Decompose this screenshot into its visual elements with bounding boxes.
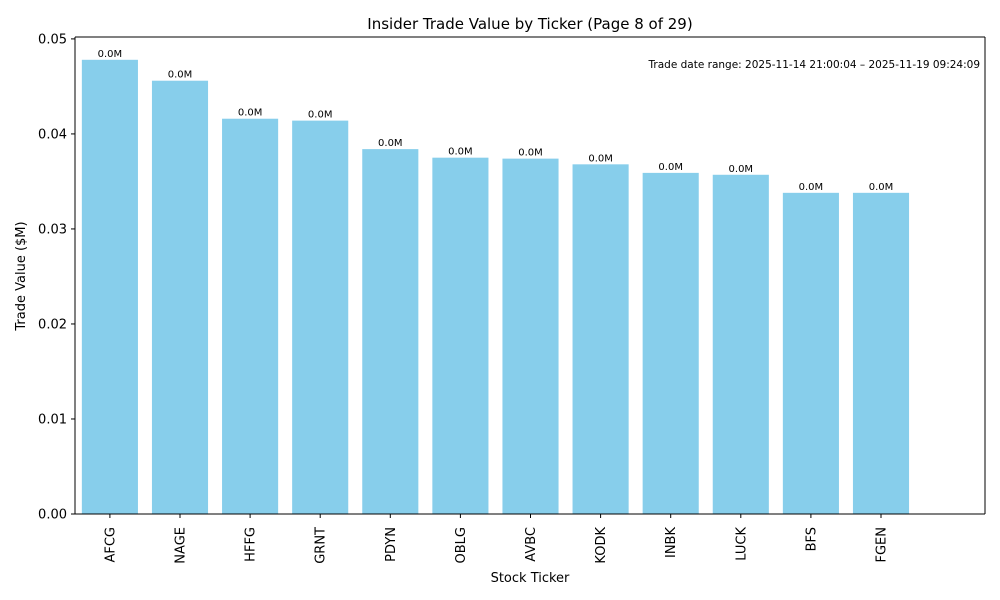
y-tick-label: 0.01 (38, 412, 67, 427)
x-tick-label-kodk: KODK (594, 527, 609, 564)
bar-kodk (572, 164, 629, 514)
bar-inbk (642, 172, 699, 514)
data-label-hffg: 0.0M (238, 108, 263, 119)
y-tick-label: 0.05 (38, 32, 67, 47)
y-tick-label: 0.02 (38, 317, 67, 332)
y-axis-label: Trade Value ($M) (14, 221, 29, 331)
data-label-kodk: 0.0M (588, 153, 613, 164)
bar-pdyn (362, 149, 419, 514)
bar-hffg (222, 118, 279, 514)
bar-nage (151, 80, 209, 515)
x-tick-label-fgen: FGEN (875, 527, 890, 563)
data-label-fgen: 0.0M (869, 182, 894, 193)
data-label-grnt: 0.0M (308, 110, 333, 121)
bar-luck (712, 174, 769, 514)
data-label-inbk: 0.0M (658, 162, 683, 173)
data-label-oblg: 0.0M (448, 147, 473, 158)
x-axis-label: Stock Ticker (491, 571, 570, 586)
y-tick-label: 0.04 (38, 127, 67, 142)
x-tick-label-avbc: AVBC (524, 527, 539, 562)
data-label-nage: 0.0M (168, 70, 193, 81)
x-tick-label-pdyn: PDYN (384, 527, 399, 562)
y-tick-label: 0.03 (38, 222, 67, 237)
y-tick-label: 0.00 (38, 508, 67, 523)
x-tick-label-afcg: AFCG (103, 527, 118, 563)
x-tick-label-hffg: HFFG (244, 527, 259, 562)
x-tick-label-nage: NAGE (174, 527, 189, 564)
x-tick-label-bfs: BFS (804, 527, 819, 551)
data-label-bfs: 0.0M (799, 182, 824, 193)
bar-oblg (432, 157, 489, 514)
x-tick-label-inbk: INBK (664, 527, 679, 558)
x-tick-label-luck: LUCK (734, 527, 749, 561)
chart-title: Insider Trade Value by Ticker (Page 8 of… (367, 15, 692, 33)
bar-afcg (81, 59, 138, 515)
x-tick-label-oblg: OBLG (454, 527, 469, 563)
data-label-avbc: 0.0M (518, 148, 543, 159)
plot-area: 0.0M 0.0M 0.0M 0.0M 0.0M 0.0M 0.0M 0.0M 0.0M 0.0M… (38, 32, 986, 564)
bar-avbc (502, 158, 559, 514)
data-label-luck: 0.0M (729, 164, 754, 175)
bar-fgen (852, 192, 910, 514)
data-label-pdyn: 0.0M (378, 138, 403, 149)
bar-bfs (782, 192, 839, 514)
data-label-afcg: 0.0M (98, 49, 123, 60)
x-tick-label-grnt: GRNT (314, 527, 329, 564)
bar-grnt (292, 120, 349, 515)
date-range-annotation: Trade date range: 2025-11-14 21:00:04 – … (648, 59, 980, 71)
